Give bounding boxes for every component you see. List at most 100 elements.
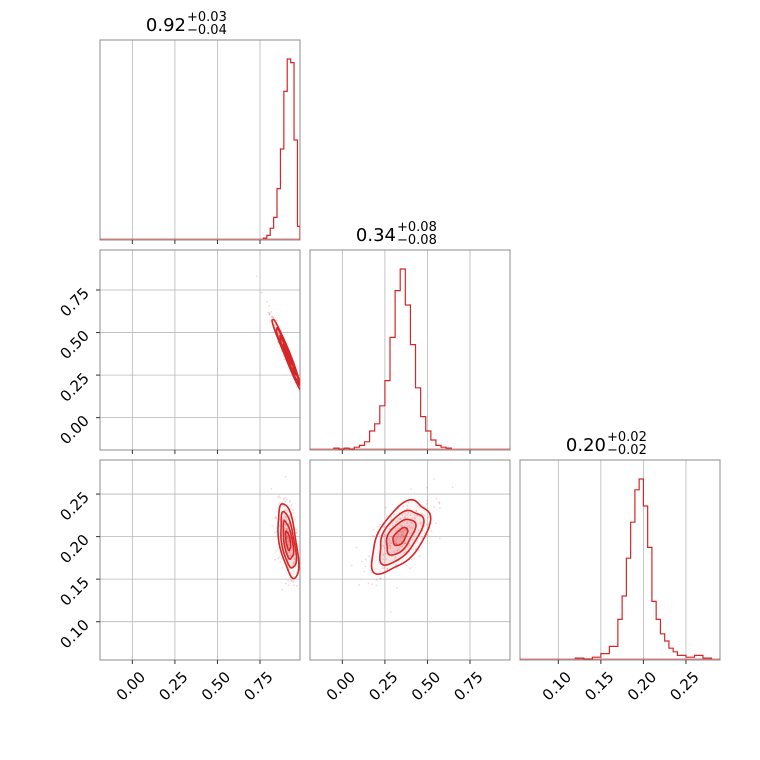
scatter-point	[280, 329, 283, 332]
scatter-point	[268, 304, 270, 307]
scatter-point	[396, 536, 399, 539]
density-2-0	[270, 475, 300, 591]
panel-frame	[309, 459, 511, 661]
scatter-point	[285, 519, 288, 522]
scatter-point	[266, 300, 268, 303]
scatter-point	[290, 504, 293, 506]
scatter-point	[404, 516, 407, 518]
scatter-point	[288, 523, 290, 525]
scatter-point	[292, 580, 295, 583]
scatter-point	[383, 566, 386, 569]
scatter-point	[288, 551, 291, 554]
scatter-point	[392, 524, 394, 527]
scatter-point	[255, 275, 258, 278]
scatter-point	[391, 522, 394, 525]
density-1-0	[255, 275, 308, 405]
param-title-minus: −0.04	[187, 23, 227, 38]
scatter-point	[275, 516, 277, 519]
scatter-point	[399, 524, 402, 527]
scatter-point	[395, 567, 398, 569]
scatter-point	[423, 505, 426, 508]
scatter-point	[301, 395, 303, 397]
scatter-point	[403, 535, 405, 538]
scatter-point	[367, 582, 370, 585]
scatter-point	[417, 529, 420, 532]
scatter-point	[270, 310, 273, 313]
scatter-point	[412, 536, 415, 538]
scatter-point	[302, 396, 304, 398]
scatter-point	[421, 530, 424, 532]
scatter-point	[273, 558, 276, 561]
scatter-point	[423, 532, 426, 534]
x-tick-label: 0.75	[450, 668, 486, 704]
scatter-point	[411, 558, 413, 561]
scatter-point	[402, 505, 405, 508]
scatter-point	[302, 390, 304, 392]
scatter-point	[287, 551, 290, 554]
y-tick-label: 0.75	[56, 284, 92, 320]
scatter-point	[395, 529, 397, 532]
scatter-point	[407, 501, 410, 504]
scatter-point	[271, 524, 274, 527]
scatter-point	[397, 518, 400, 520]
scatter-point	[435, 497, 438, 500]
scatter-point	[385, 514, 388, 517]
scatter-point	[267, 311, 269, 314]
scatter-point	[418, 506, 421, 509]
panel-1-0	[96, 249, 301, 454]
y-tick-label: 0.25	[56, 488, 92, 524]
scatter-point	[276, 319, 278, 322]
scatter-point	[286, 528, 289, 530]
scatter-point	[272, 316, 275, 319]
scatter-point	[292, 570, 295, 572]
scatter-point	[283, 358, 286, 361]
scatter-point	[287, 539, 290, 542]
scatter-point	[306, 403, 308, 405]
contour-level	[280, 510, 298, 569]
scatter-point	[411, 548, 413, 551]
scatter-point	[382, 545, 385, 547]
scatter-point	[386, 567, 388, 570]
panel-1-1	[309, 249, 511, 454]
param-title-minus: −0.02	[607, 443, 647, 458]
scatter-point	[285, 528, 288, 530]
scatter-point	[418, 555, 421, 558]
scatter-point	[418, 515, 421, 518]
scatter-point	[423, 514, 426, 517]
scatter-point	[397, 548, 400, 551]
scatter-point	[284, 523, 287, 526]
scatter-point	[434, 522, 437, 525]
scatter-point	[284, 582, 287, 585]
scatter-point	[283, 527, 286, 530]
scatter-point	[388, 537, 390, 540]
scatter-point	[403, 529, 406, 532]
contour-level	[370, 498, 432, 576]
scatter-point	[286, 536, 289, 539]
scatter-point	[378, 523, 381, 526]
panel-frame	[99, 459, 301, 661]
scatter-point	[430, 530, 433, 532]
scatter-point	[387, 547, 390, 549]
scatter-point	[415, 510, 418, 512]
scatter-point	[284, 515, 286, 517]
scatter-point	[371, 535, 374, 537]
scatter-point	[271, 316, 274, 319]
scatter-point	[284, 496, 287, 499]
scatter-point	[403, 542, 406, 545]
scatter-point	[295, 528, 298, 531]
panel-2-2	[519, 459, 721, 664]
scatter-point	[268, 313, 271, 316]
y-tick-label: 0.00	[56, 412, 92, 448]
scatter-point	[403, 516, 406, 519]
scatter-point	[395, 539, 398, 541]
scatter-point	[393, 557, 396, 560]
scatter-point	[426, 502, 429, 505]
histogram-2	[574, 478, 713, 660]
scatter-point	[293, 518, 296, 521]
scatter-point	[409, 567, 412, 569]
scatter-point	[409, 514, 412, 517]
scatter-point	[303, 395, 305, 397]
scatter-point	[383, 525, 386, 528]
scatter-point	[286, 509, 289, 512]
scatter-point	[408, 524, 410, 527]
